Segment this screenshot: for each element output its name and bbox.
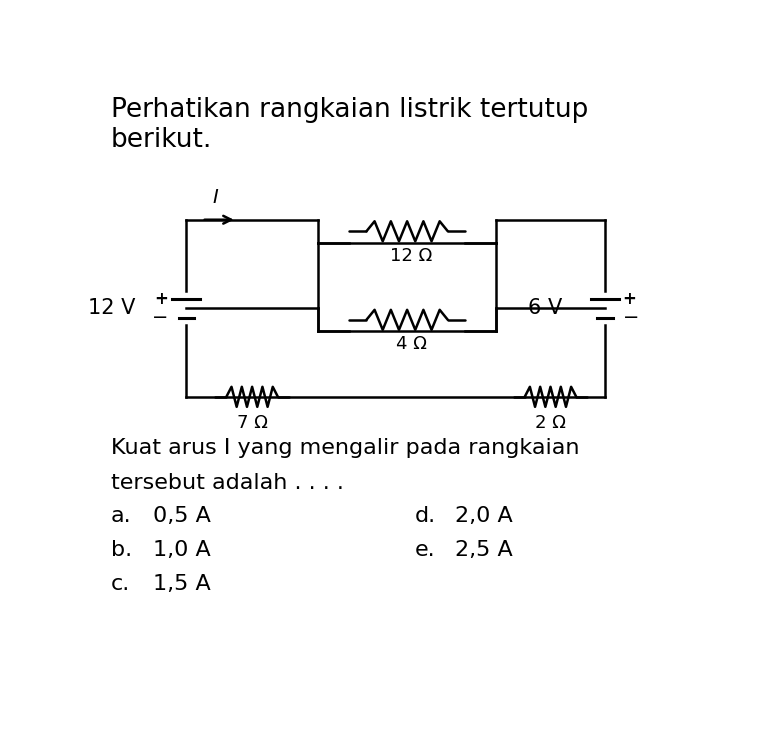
Text: Kuat arus Ⅰ yang mengalir pada rangkaian: Kuat arus Ⅰ yang mengalir pada rangkaian: [111, 438, 580, 459]
Text: −: −: [152, 308, 169, 327]
Text: 4 Ω: 4 Ω: [395, 335, 427, 353]
Text: +: +: [155, 290, 169, 308]
Text: 1,5 A: 1,5 A: [153, 574, 211, 594]
Text: 6 V: 6 V: [528, 298, 562, 319]
Text: I: I: [212, 187, 218, 206]
Text: +: +: [622, 290, 636, 308]
Text: 1,0 A: 1,0 A: [153, 540, 211, 560]
Text: 7 Ω: 7 Ω: [237, 413, 267, 431]
Text: tersebut adalah . . . .: tersebut adalah . . . .: [111, 473, 344, 493]
Text: d.: d.: [415, 506, 436, 526]
Text: Perhatikan rangkaian listrik tertutup: Perhatikan rangkaian listrik tertutup: [111, 96, 588, 123]
Text: a.: a.: [111, 506, 131, 526]
Text: 12 V: 12 V: [89, 298, 136, 319]
Text: b.: b.: [111, 540, 132, 560]
Text: e.: e.: [415, 540, 435, 560]
Text: −: −: [622, 308, 639, 327]
Text: c.: c.: [111, 574, 131, 594]
Text: 12 Ω: 12 Ω: [390, 247, 432, 264]
Text: berikut.: berikut.: [111, 127, 212, 154]
Text: 2,5 A: 2,5 A: [455, 540, 513, 560]
Text: 2,0 A: 2,0 A: [455, 506, 513, 526]
Text: 2 Ω: 2 Ω: [535, 413, 566, 431]
Text: 0,5 A: 0,5 A: [153, 506, 211, 526]
